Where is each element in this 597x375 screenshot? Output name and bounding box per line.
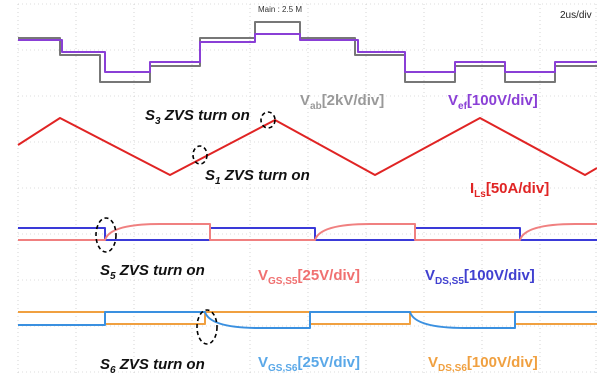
label-rest: ZVS turn on [116, 262, 205, 279]
label-main: V [300, 92, 310, 109]
label: VGS,S6[25V/div] [258, 354, 360, 374]
label: S6 ZVS turn on [100, 356, 205, 375]
label-sub: GS,S6 [268, 363, 298, 374]
label-rest: [100V/div] [467, 92, 538, 109]
label-main: V [258, 267, 268, 284]
vgs-s6-wave [18, 312, 597, 328]
label-rest: [25V/div] [297, 354, 360, 371]
label-rest: [50A/div] [486, 180, 549, 197]
label-main: S [145, 107, 155, 124]
scale: 2us/div [560, 10, 592, 21]
label-rest: [2kV/div] [322, 92, 385, 109]
label-rest: ZVS turn on [116, 356, 205, 373]
label-rest: ZVS turn on [161, 107, 250, 124]
timebase: Main : 2.5 M [258, 5, 302, 14]
label-main: S [100, 356, 110, 373]
scope-screen: Main : 2.5 M 2us/div S3 ZVS turn on S1 ZV… [0, 0, 597, 375]
label: S1 ZVS turn on [205, 167, 310, 187]
label-sub: ab [310, 101, 322, 112]
label-main: V [258, 354, 268, 371]
label: Vab[2kV/div] [300, 92, 384, 112]
label-main: S [100, 262, 110, 279]
label-sub: DS,S6 [438, 363, 467, 374]
label-rest: [100V/div] [464, 267, 535, 284]
label-rest: [25V/div] [297, 267, 360, 284]
label-rest: ZVS turn on [221, 167, 310, 184]
label: VDS,S6[100V/div] [428, 354, 538, 374]
label-sub: DS,S5 [435, 276, 464, 287]
label: S5 ZVS turn on [100, 262, 205, 282]
label: Vef[100V/div] [448, 92, 538, 112]
label-rest: [100V/div] [467, 354, 538, 371]
label: ILs[50A/div] [470, 180, 549, 200]
label-main: S [205, 167, 215, 184]
label-main: V [448, 92, 458, 109]
label: VGS,S5[25V/div] [258, 267, 360, 287]
label: S3 ZVS turn on [145, 107, 250, 127]
label-main: V [425, 267, 435, 284]
label-main: V [428, 354, 438, 371]
vef-wave [18, 34, 597, 72]
label-sub: GS,S5 [268, 276, 298, 287]
label: VDS,S5[100V/div] [425, 267, 535, 287]
label-sub: Ls [474, 189, 486, 200]
